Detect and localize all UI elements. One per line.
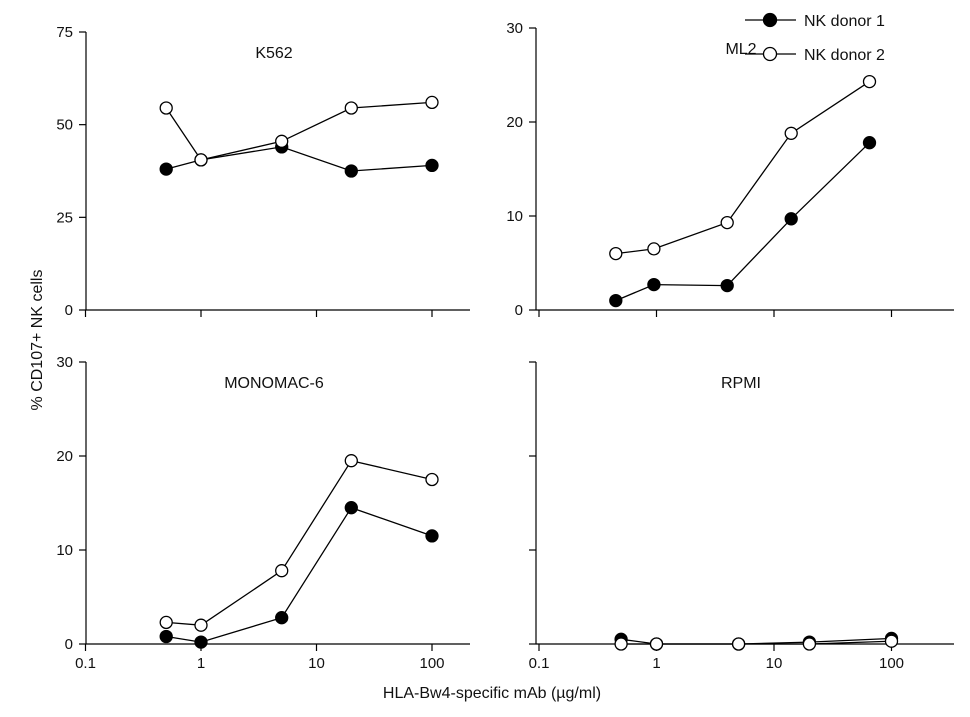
point-1-donor2-4	[425, 95, 439, 110]
x-axis-label: HLA-Bw4-specific mAb (µg/ml)	[383, 685, 601, 702]
point-1-donor2-2	[275, 134, 289, 148]
point-1-donor1-4	[425, 158, 439, 173]
y-tick-label-3-2: 20	[56, 448, 73, 465]
panel-3: 0 10 20 30 0.1 1 10 100 MONOMAC-6	[56, 354, 470, 672]
point-2-donor2-1	[647, 242, 661, 256]
point-4-donor2-4	[884, 634, 899, 648]
y-tick-label-1-1: 25	[56, 209, 73, 226]
point-3-donor2-2	[275, 564, 289, 578]
point-1-donor1-3	[344, 164, 358, 178]
x-tick-label-3-3: 100	[419, 655, 444, 672]
point-2-donor1-0	[609, 293, 623, 308]
y-tick-label-2-2: 20	[506, 114, 523, 131]
point-4-donor2-1	[649, 637, 664, 651]
point-3-donor2-0	[159, 615, 173, 630]
y-tick-label-1-2: 50	[56, 117, 73, 134]
y-tick-label-3-1: 10	[56, 542, 73, 559]
y-tick-label-3-0: 0	[65, 636, 73, 653]
x-tick-label-4-3: 100	[879, 655, 904, 672]
y-axis-label: % CD107+ NK cells	[29, 270, 46, 411]
point-3-donor2-4	[425, 472, 439, 487]
x-tick-label-3-1: 1	[197, 655, 205, 672]
panel-1: 0 25 50 75 K562	[56, 24, 470, 319]
y-tick-label-1-0: 0	[65, 302, 73, 319]
x-tick-label-4-1: 1	[652, 655, 660, 672]
point-3-donor1-4	[425, 529, 439, 543]
point-2-donor2-3	[784, 126, 798, 140]
y-tick-label-2-1: 10	[506, 208, 523, 225]
series-line-3-donor2	[166, 459, 433, 626]
panels: 0 25 50 75 K562 0 10 20 30 ML2 0 10 20 30 0.1 1 10 100 MON…	[56, 20, 954, 672]
legend: NK donor 1 NK donor 2	[745, 12, 885, 64]
point-3-donor2-3	[344, 454, 358, 468]
legend-label-donor1: NK donor 1	[804, 13, 885, 30]
point-2-donor2-4	[862, 74, 877, 89]
x-tick-label-3-2: 10	[308, 655, 325, 672]
point-4-donor2-3	[802, 637, 817, 651]
point-2-donor2-2	[720, 215, 734, 230]
y-tick-label-1-3: 75	[56, 24, 73, 41]
panel-2: 0 10 20 30 ML2	[506, 20, 954, 319]
point-2-donor1-3	[784, 212, 798, 226]
point-4-donor2-0	[614, 637, 628, 651]
x-tick-label-4-2: 10	[766, 655, 783, 672]
point-1-donor2-1	[194, 153, 208, 167]
point-2-donor2-0	[609, 246, 623, 261]
y-tick-label-2-0: 0	[515, 302, 523, 319]
point-2-donor1-2	[720, 278, 734, 293]
point-3-donor1-0	[159, 629, 173, 644]
panel-4: 0.1 1 10 100 RPMI	[529, 361, 954, 672]
legend-marker-donor2	[762, 46, 778, 62]
y-tick-label-3-3: 30	[56, 354, 73, 371]
point-1-donor1-0	[159, 162, 173, 176]
y-tick-label-2-3: 30	[506, 20, 523, 37]
series-line-2-donor2	[615, 81, 870, 255]
point-3-donor1-1	[194, 635, 208, 649]
point-4-donor2-2	[731, 637, 746, 651]
point-3-donor1-2	[275, 611, 289, 625]
point-3-donor1-3	[344, 501, 358, 515]
panel-title-3: MONOMAC-6	[224, 375, 324, 392]
panel-title-2: ML2	[725, 41, 756, 58]
legend-label-donor2: NK donor 2	[804, 47, 885, 64]
point-2-donor1-4	[862, 136, 877, 150]
panel-title-4: RPMI	[721, 375, 761, 392]
series-line-2-donor1	[615, 142, 870, 302]
panel-title-1: K562	[255, 45, 292, 62]
x-tick-label-4-0: 0.1	[529, 655, 550, 672]
series-line-1-donor2	[165, 101, 433, 161]
point-2-donor1-1	[647, 277, 661, 292]
point-1-donor2-0	[159, 101, 173, 115]
x-tick-label-3-0: 0.1	[75, 655, 96, 672]
legend-marker-donor1	[762, 12, 778, 28]
point-1-donor2-3	[344, 101, 358, 115]
point-3-donor2-1	[194, 618, 208, 632]
